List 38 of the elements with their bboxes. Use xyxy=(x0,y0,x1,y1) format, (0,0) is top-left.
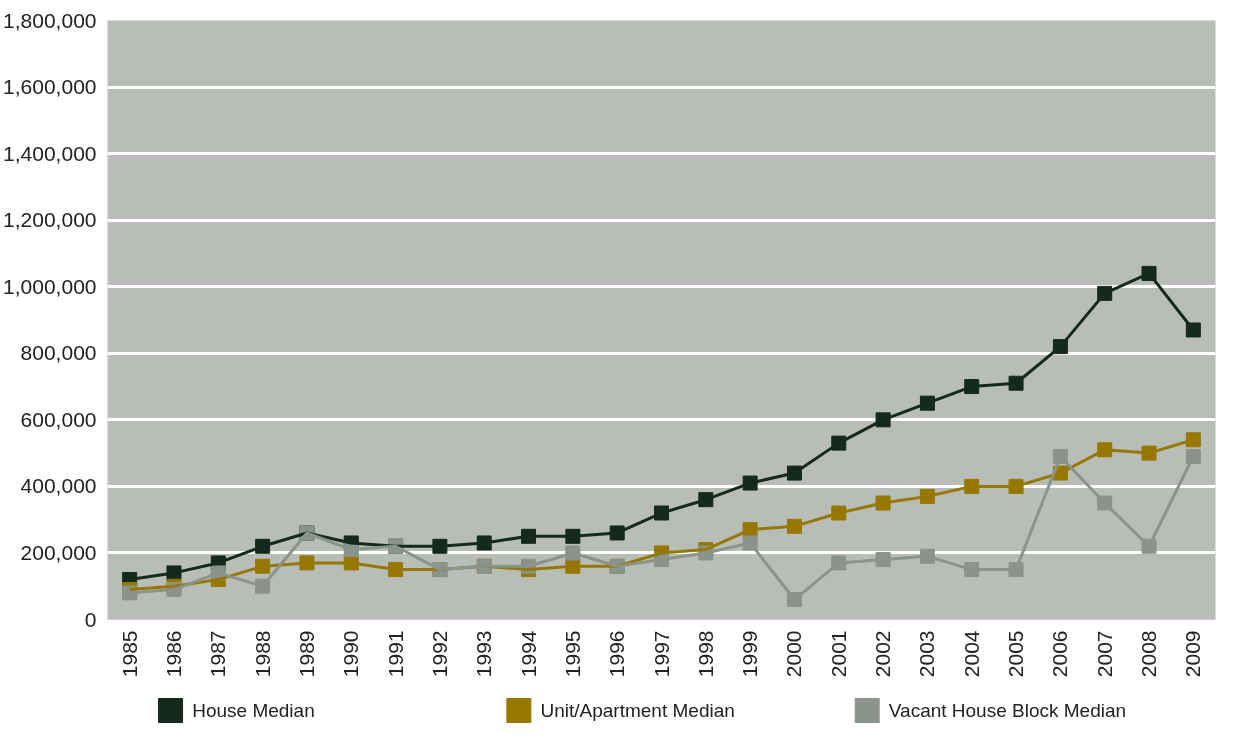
y-tick-label: 1,400,000 xyxy=(3,141,97,165)
y-tick-label: 1,200,000 xyxy=(3,208,97,232)
x-tick-label: 1988 xyxy=(250,630,274,678)
x-tick-label: 1985 xyxy=(117,630,141,678)
x-tick-label: 2005 xyxy=(1004,630,1028,678)
x-tick-label: 1990 xyxy=(339,630,363,678)
x-tick-label: 2001 xyxy=(826,630,850,678)
legend-label: House Median xyxy=(192,700,315,721)
y-tick-label: 400,000 xyxy=(20,474,97,498)
x-tick-label: 1991 xyxy=(383,630,407,678)
x-tick-label: 1998 xyxy=(693,630,717,678)
legend-label: Unit/Apartment Median xyxy=(540,700,735,721)
y-tick-label: 0 xyxy=(84,607,97,631)
y-tick-label: 200,000 xyxy=(20,540,97,564)
legend-label: Vacant House Block Median xyxy=(888,700,1127,721)
x-tick-label: 1999 xyxy=(738,630,762,678)
y-tick-label: 800,000 xyxy=(20,341,97,365)
y-tick-label: 1,800,000 xyxy=(3,8,97,32)
y-tick-label: 1,000,000 xyxy=(3,274,97,298)
x-tick-label: 1997 xyxy=(649,630,673,678)
x-tick-label: 2000 xyxy=(782,630,806,678)
y-tick-label: 600,000 xyxy=(20,407,97,431)
x-tick-label: 2003 xyxy=(915,630,939,678)
x-tick-label: 1989 xyxy=(294,630,318,678)
x-tick-label: 1994 xyxy=(516,630,540,678)
x-tick-label: 2008 xyxy=(1137,630,1161,678)
x-tick-label: 2009 xyxy=(1181,630,1205,678)
x-tick-label: 2002 xyxy=(871,630,895,678)
x-tick-label: 1986 xyxy=(161,630,185,678)
x-tick-label: 2004 xyxy=(959,630,983,678)
y-tick-label: 1,600,000 xyxy=(3,75,97,99)
x-tick-label: 1993 xyxy=(472,630,496,678)
x-tick-label: 1996 xyxy=(605,630,629,678)
x-tick-label: 2006 xyxy=(1048,630,1072,678)
x-tick-label: 1987 xyxy=(206,630,230,678)
x-tick-label: 2007 xyxy=(1092,630,1116,678)
x-tick-label: 1992 xyxy=(427,630,451,678)
x-tick-label: 1995 xyxy=(560,630,584,678)
